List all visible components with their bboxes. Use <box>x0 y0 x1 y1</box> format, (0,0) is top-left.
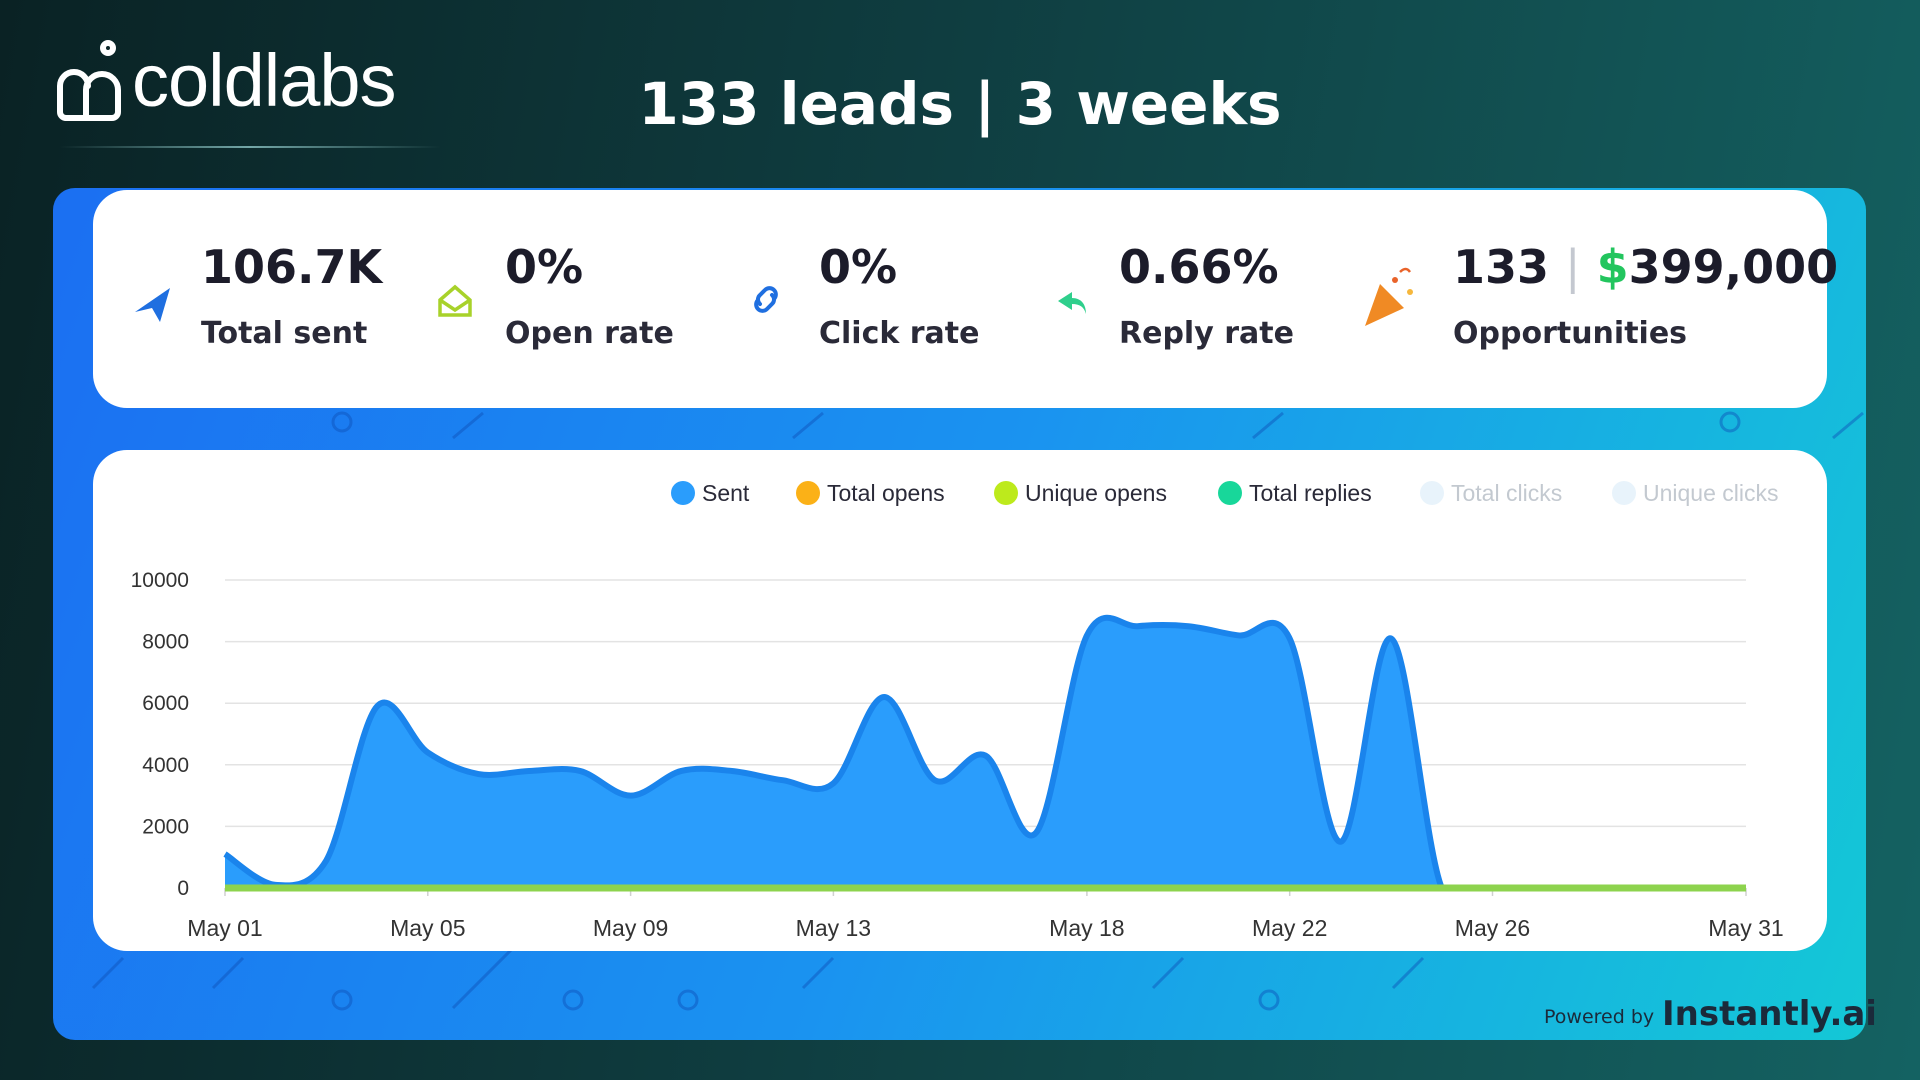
reply-icon <box>1058 292 1086 314</box>
y-tick-label: 0 <box>177 877 189 900</box>
chart: 0 2000 4000 6000 8000 10000 May 01 May 05 May 09… <box>131 480 1784 941</box>
logo-icon <box>57 40 121 121</box>
legend-label: Unique opens <box>1025 480 1167 506</box>
page-title: 133 leads | 3 weeks <box>638 70 1282 138</box>
legend-marker <box>1612 481 1636 505</box>
y-tick-label: 8000 <box>142 631 189 654</box>
stats-card <box>93 190 1827 408</box>
legend-marker <box>671 481 695 505</box>
stat-label: Total sent <box>201 316 368 351</box>
stat-label: Click rate <box>819 316 980 351</box>
x-tick-label: May 05 <box>390 915 465 941</box>
stat-icons <box>135 267 1413 326</box>
stat-value: 106.7K <box>201 240 383 294</box>
legend-marker <box>1420 481 1444 505</box>
stat-value: 133 | $399,000 <box>1453 240 1838 294</box>
legend-label: Total replies <box>1249 480 1372 506</box>
x-tick-label: May 18 <box>1049 915 1124 941</box>
link-icon <box>754 286 778 313</box>
x-tick-label: May 31 <box>1708 915 1783 941</box>
powered-by: Powered by <box>1544 1006 1655 1028</box>
x-tick-label: May 01 <box>187 915 262 941</box>
x-tick-label: May 13 <box>796 915 871 941</box>
y-tick-label: 2000 <box>142 815 189 838</box>
stat-value: 0% <box>505 240 584 294</box>
send-icon <box>135 288 170 322</box>
legend-marker <box>1218 481 1242 505</box>
legend-label: Total clicks <box>1451 480 1562 506</box>
y-tick-label: 10000 <box>131 569 189 592</box>
stat-value: 0% <box>819 240 898 294</box>
x-tick-label: May 22 <box>1252 915 1327 941</box>
opportunity-count: 133 <box>1453 240 1550 294</box>
divider <box>60 146 440 148</box>
panel-pattern <box>91 411 1864 1011</box>
party-icon <box>1365 267 1413 326</box>
footer-brand: Instantly.ai <box>1662 994 1877 1034</box>
opportunity-value: 399,000 <box>1628 240 1839 294</box>
separator: | <box>1565 240 1581 294</box>
open-icon <box>438 284 472 317</box>
stat-label: Open rate <box>505 316 674 351</box>
legend-label: Sent <box>702 480 750 506</box>
stat-value: 0.66% <box>1119 240 1279 294</box>
area <box>225 617 1746 888</box>
currency: $ <box>1596 240 1629 294</box>
stat-label: Reply rate <box>1119 316 1294 351</box>
x-tick-label: May 09 <box>593 915 668 941</box>
legend-marker <box>796 481 820 505</box>
legend-label: Total opens <box>827 480 945 506</box>
x-tick-label: May 26 <box>1455 915 1530 941</box>
y-tick-label: 4000 <box>142 754 189 777</box>
legend-label: Unique clicks <box>1643 480 1779 506</box>
brand: coldlabs <box>132 39 397 122</box>
stat-label: Opportunities <box>1453 316 1688 351</box>
y-tick-label: 6000 <box>142 692 189 715</box>
legend-marker <box>994 481 1018 505</box>
